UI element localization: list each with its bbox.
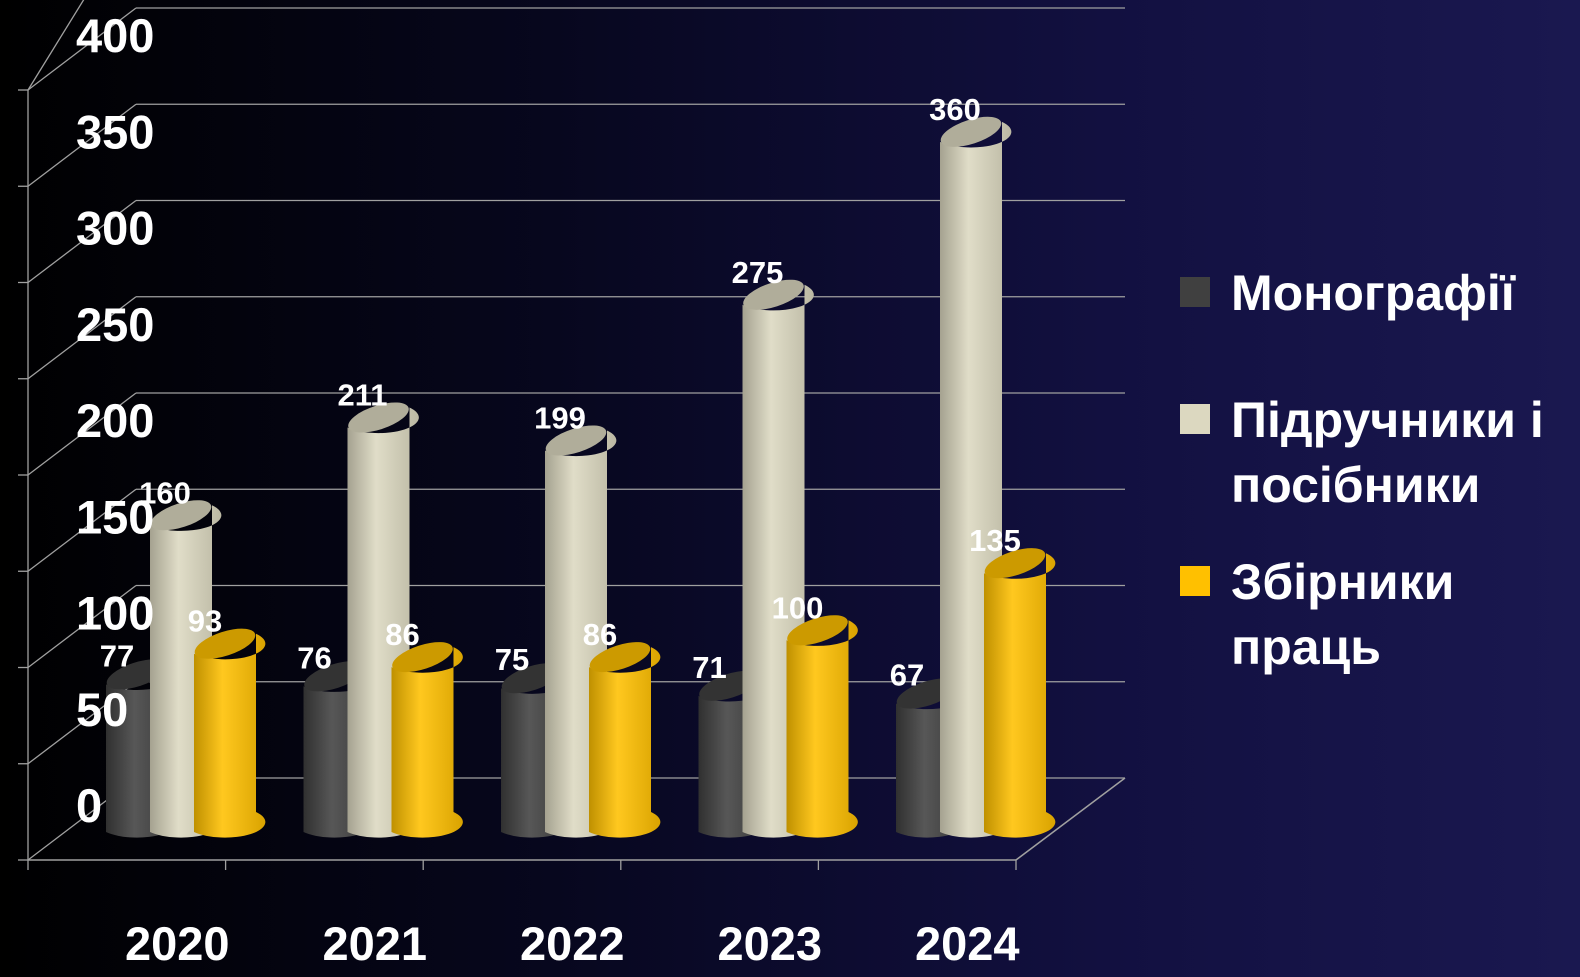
y-tick-label: 350: [76, 105, 154, 158]
x-tick-label: 2024: [915, 917, 1020, 970]
bar-top-Збірники праць-2021: [392, 642, 453, 673]
y-tick-label: 200: [76, 394, 154, 447]
bar-top-Підручники і посібники-2024: [940, 116, 1002, 147]
bar-Збірники праць-2024: [984, 553, 1056, 838]
y-tick-label: 400: [76, 9, 154, 62]
data-label-Підручники і посібники-2020: 160: [139, 475, 191, 510]
data-label-Збірники праць-2022: 86: [583, 617, 617, 652]
gridline-side: [27, 103, 137, 187]
bar-top-Підручники і посібники-2023: [743, 279, 804, 310]
bar-Збірники праць-2023: [786, 620, 858, 838]
legend-label-Монографії: Монографії: [1231, 265, 1516, 321]
gridline-side: [27, 296, 137, 380]
bar-top-Збірники праць-2022: [589, 642, 651, 673]
bar-Збірники праць-2021: [391, 647, 463, 838]
legend-label-Підручники і посібники: посібники: [1231, 457, 1480, 513]
y-tick-label: 150: [76, 490, 154, 543]
bar-top-Підручники і посібники-2022: [545, 425, 607, 456]
bar-Збірники праць-2022: [589, 647, 661, 838]
data-label-Збірники праць-2023: 100: [772, 590, 824, 625]
gridline-side: [27, 7, 137, 91]
bar-top-Підручники і посібники-2021: [348, 402, 409, 433]
bar-top-Збірники праць-2020: [194, 628, 256, 659]
data-label-Підручники і посібники-2024: 360: [929, 92, 981, 127]
data-label-Підручники і посібники-2023: 275: [732, 255, 784, 290]
bar-top-Збірники праць-2023: [787, 615, 848, 646]
data-label-Підручники і посібники-2022: 199: [534, 400, 586, 435]
gridline-side: [27, 199, 137, 284]
legend-label-Підручники і посібники: Підручники і: [1231, 392, 1544, 448]
data-label-Монографії-2023: 71: [692, 650, 726, 685]
x-tick-label: 2022: [520, 917, 625, 970]
gridline-side: [27, 584, 137, 669]
legend-label-Збірники праць: праць: [1231, 619, 1381, 675]
data-label-Збірники праць-2020: 93: [188, 604, 222, 639]
data-label-Монографії-2020: 77: [100, 638, 134, 673]
legend-label-Збірники праць: Збірники: [1231, 554, 1454, 610]
y-tick-label: 300: [76, 202, 154, 255]
side-wall-top-edge: [27, 0, 85, 91]
data-label-Монографії-2021: 76: [297, 640, 331, 675]
gridline-side: [27, 488, 137, 572]
y-tick-label: 100: [76, 587, 154, 640]
y-tick-label: 250: [76, 298, 154, 351]
bar-Збірники праць-2020: [194, 633, 266, 838]
data-label-Збірники праць-2024: 135: [969, 523, 1021, 558]
legend-swatch-Збірники праць: [1180, 566, 1210, 596]
bar-top-Збірники праць-2024: [984, 548, 1046, 579]
floor-right-edge: [1015, 777, 1126, 861]
x-tick-label: 2023: [718, 917, 823, 970]
bar-top-Підручники і посібники-2020: [150, 500, 212, 531]
data-label-Збірники праць-2021: 86: [385, 617, 419, 652]
data-label-Підручники і посібники-2021: 211: [337, 377, 387, 412]
x-tick-label: 2021: [323, 917, 428, 970]
data-label-Монографії-2022: 75: [495, 642, 529, 677]
data-label-Монографії-2024: 67: [890, 658, 924, 693]
legend-swatch-Підручники і посібники: [1180, 404, 1210, 434]
y-tick-label: 50: [76, 683, 128, 736]
legend-swatch-Монографії: [1180, 277, 1210, 307]
gridline-side: [27, 392, 137, 476]
y-tick-label: 0: [76, 779, 102, 832]
x-tick-label: 2020: [125, 917, 230, 970]
